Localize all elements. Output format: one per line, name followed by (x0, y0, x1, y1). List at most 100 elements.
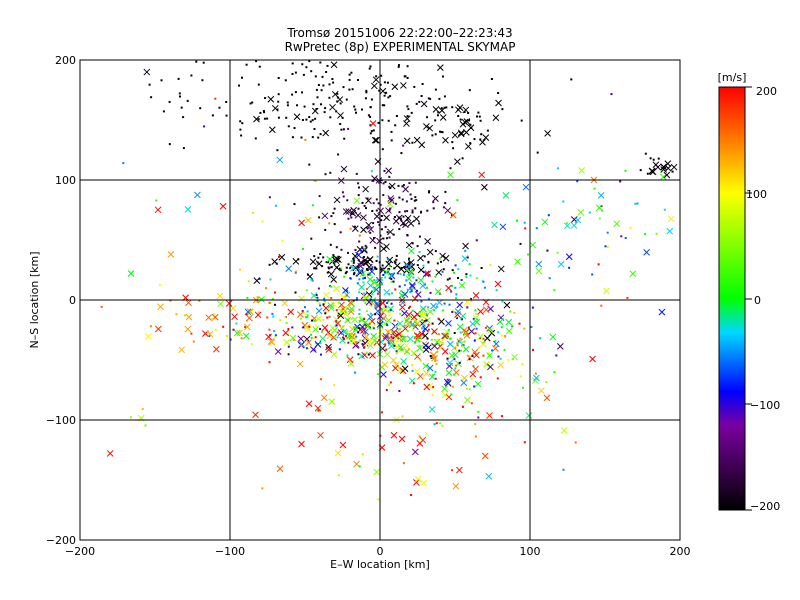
data-point-cross (233, 329, 241, 337)
data-point-dot (401, 415, 404, 418)
data-point-dot (402, 223, 405, 226)
data-point-cross (371, 136, 379, 144)
data-point-cross (231, 313, 238, 321)
data-point-dot (418, 435, 421, 438)
data-point-cross (353, 197, 361, 205)
data-point-dot (367, 273, 370, 276)
data-point-cross (395, 330, 403, 338)
data-point-dot (311, 319, 314, 322)
data-point-cross (283, 338, 291, 346)
data-point-cross (472, 365, 479, 373)
data-point-cross (322, 304, 330, 312)
data-point-dot (361, 201, 364, 204)
data-point-cross (360, 327, 367, 334)
data-point-dot (361, 453, 364, 456)
data-point-dot (285, 321, 288, 324)
data-point-dot (450, 290, 453, 293)
data-point-dot (320, 353, 322, 356)
data-point-dot (355, 274, 358, 277)
data-point-cross (419, 305, 427, 312)
colorbar-tick-label: 200 (756, 85, 777, 98)
data-point-cross (658, 308, 666, 316)
data-point-dot (218, 106, 221, 109)
data-point-dot (300, 317, 303, 320)
data-point-dot (352, 261, 355, 264)
data-point-dot (328, 96, 331, 99)
data-point-cross (155, 325, 162, 333)
data-point-dot (433, 423, 436, 426)
data-point-dot (337, 301, 340, 304)
data-point-dot (444, 202, 447, 205)
data-point-dot (386, 324, 389, 327)
data-point-cross (340, 328, 348, 336)
data-point-dot (362, 277, 365, 280)
data-point-dot (408, 257, 411, 260)
data-point-dot (385, 322, 388, 325)
data-point-cross (194, 191, 201, 199)
data-point-cross (347, 308, 355, 315)
data-point-dot (457, 340, 460, 343)
data-point-cross (402, 185, 409, 193)
data-point-dot (434, 275, 437, 278)
data-point-dot (406, 268, 408, 271)
data-point-cross (349, 338, 357, 345)
data-point-cross (643, 248, 650, 256)
colorbar-tick-label: 0 (754, 294, 761, 307)
data-point-dot (305, 289, 308, 292)
data-point-dot (480, 133, 483, 136)
data-point-dot (325, 261, 328, 264)
data-point-dot (464, 331, 467, 334)
data-point-dot (311, 279, 314, 282)
data-point-dot (431, 322, 434, 325)
data-point-cross (367, 342, 374, 349)
data-point-dot (511, 358, 514, 361)
data-point-dot (588, 211, 591, 214)
data-point-cross (326, 332, 334, 340)
data-point-cross (522, 183, 530, 191)
data-point-dot (443, 302, 446, 305)
data-point-dot (306, 315, 309, 318)
data-point-dot (324, 310, 327, 313)
data-point-dot (471, 355, 474, 357)
data-point-cross (535, 267, 543, 275)
data-point-cross (325, 343, 332, 351)
data-point-dot (148, 83, 151, 86)
data-point-dot (393, 216, 396, 218)
data-point-dot (354, 341, 357, 344)
data-point-cross (407, 269, 415, 276)
data-point-dot (357, 182, 360, 185)
data-point-cross (482, 134, 490, 141)
data-point-dot (329, 116, 332, 119)
data-point-dot (355, 111, 357, 114)
data-point-dot (362, 281, 365, 284)
data-point-dot (372, 202, 375, 205)
data-point-cross (595, 204, 603, 212)
data-point-dot (535, 227, 538, 230)
data-point-cross (327, 304, 335, 312)
data-point-dot (254, 137, 257, 140)
data-point-dot (383, 94, 386, 97)
data-point-cross (525, 412, 533, 419)
data-point-cross (274, 348, 282, 355)
data-point-dot (434, 370, 437, 373)
data-point-dot (420, 335, 423, 338)
data-point-dot (644, 233, 647, 236)
data-point-dot (456, 342, 459, 345)
data-point-dot (376, 319, 379, 322)
data-point-dot (366, 227, 369, 230)
data-point-cross (398, 435, 406, 443)
data-point-dot (324, 173, 327, 176)
data-point-dot (382, 182, 385, 185)
data-point-dot (381, 148, 384, 151)
data-point-dot (329, 285, 331, 287)
data-point-dot (404, 75, 407, 78)
data-point-dot (456, 199, 459, 202)
data-point-dot (314, 336, 317, 339)
data-point-dot (379, 83, 382, 86)
data-point-dot (439, 422, 442, 425)
data-point-dot (553, 371, 556, 374)
data-point-cross (386, 200, 394, 208)
data-point-dot (365, 89, 368, 92)
data-point-cross (327, 302, 335, 309)
data-point-cross (276, 465, 284, 473)
